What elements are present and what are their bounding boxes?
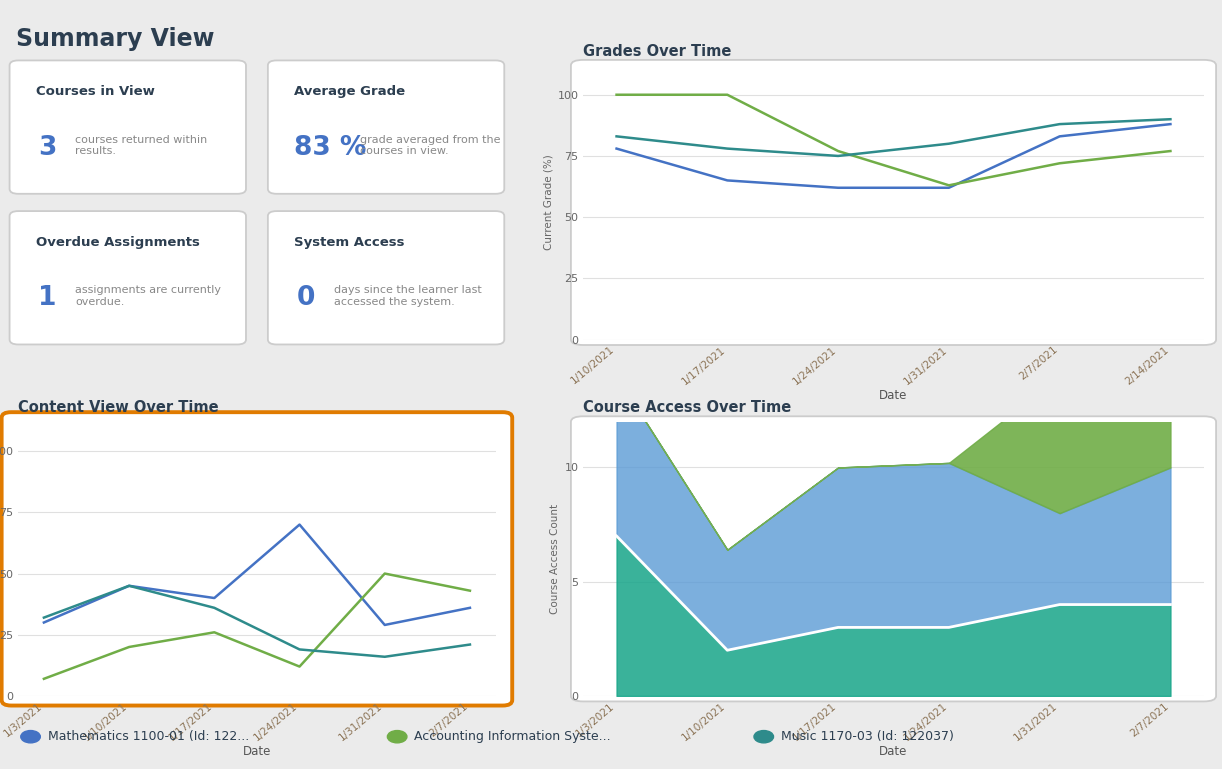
Text: Content View Over Time: Content View Over Time bbox=[18, 400, 219, 415]
Text: System Access: System Access bbox=[295, 236, 404, 249]
Text: Music 1170-03 (Id: 122037): Music 1170-03 (Id: 122037) bbox=[781, 731, 953, 743]
Text: days since the learner last
accessed the system.: days since the learner last accessed the… bbox=[334, 285, 481, 307]
Text: Overdue Assignments: Overdue Assignments bbox=[35, 236, 199, 249]
X-axis label: Date: Date bbox=[880, 389, 908, 402]
Text: 1: 1 bbox=[38, 285, 56, 311]
Text: Mathematics 1100-01 (Id: 122...: Mathematics 1100-01 (Id: 122... bbox=[48, 731, 249, 743]
FancyBboxPatch shape bbox=[10, 211, 246, 345]
Text: 3: 3 bbox=[38, 135, 56, 161]
FancyBboxPatch shape bbox=[268, 211, 505, 345]
FancyBboxPatch shape bbox=[268, 61, 505, 194]
Text: Summary View: Summary View bbox=[16, 27, 214, 51]
Text: courses returned within
results.: courses returned within results. bbox=[76, 135, 208, 156]
Text: assignments are currently
overdue.: assignments are currently overdue. bbox=[76, 285, 221, 307]
Text: Accounting Information Syste...: Accounting Information Syste... bbox=[414, 731, 611, 743]
Text: Courses in View: Courses in View bbox=[35, 85, 155, 98]
Text: Course Access Over Time: Course Access Over Time bbox=[583, 400, 792, 415]
X-axis label: Date: Date bbox=[880, 745, 908, 758]
FancyBboxPatch shape bbox=[10, 61, 246, 194]
Text: grade averaged from the
courses in view.: grade averaged from the courses in view. bbox=[359, 135, 500, 156]
FancyBboxPatch shape bbox=[571, 60, 1216, 345]
Text: Grades Over Time: Grades Over Time bbox=[583, 44, 732, 58]
Text: 83 %: 83 % bbox=[295, 135, 367, 161]
Text: Average Grade: Average Grade bbox=[295, 85, 406, 98]
Y-axis label: Current Grade (%): Current Grade (%) bbox=[544, 155, 554, 251]
FancyBboxPatch shape bbox=[571, 416, 1216, 701]
FancyBboxPatch shape bbox=[1, 412, 512, 705]
Y-axis label: Course Access Count: Course Access Count bbox=[550, 504, 561, 614]
X-axis label: Date: Date bbox=[243, 745, 271, 758]
Text: 0: 0 bbox=[296, 285, 315, 311]
